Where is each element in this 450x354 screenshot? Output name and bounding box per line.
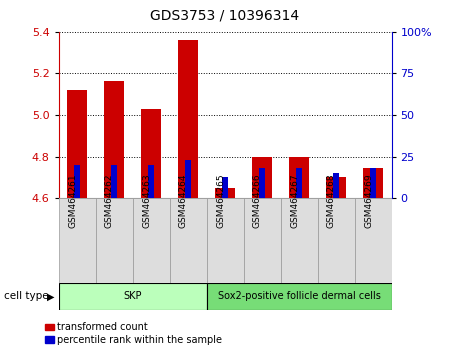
- Bar: [355, 198, 392, 283]
- Bar: [333, 173, 339, 198]
- Text: GSM464262: GSM464262: [105, 173, 114, 228]
- Text: cell type: cell type: [4, 291, 49, 302]
- Bar: [141, 109, 161, 198]
- Bar: [252, 156, 272, 198]
- Bar: [104, 81, 124, 198]
- Text: GSM464268: GSM464268: [327, 173, 336, 228]
- Bar: [259, 168, 265, 198]
- Bar: [207, 283, 392, 310]
- Text: GSM464266: GSM464266: [253, 173, 262, 228]
- Bar: [58, 283, 207, 310]
- Bar: [370, 168, 376, 198]
- Text: SKP: SKP: [123, 291, 142, 302]
- Bar: [318, 198, 355, 283]
- Bar: [185, 160, 191, 198]
- Bar: [95, 198, 132, 283]
- Bar: [280, 198, 318, 283]
- Text: GDS3753 / 10396314: GDS3753 / 10396314: [150, 9, 300, 23]
- Text: GSM464261: GSM464261: [68, 173, 77, 228]
- Bar: [148, 165, 154, 198]
- Bar: [289, 156, 309, 198]
- Text: GSM464267: GSM464267: [290, 173, 299, 228]
- Bar: [170, 198, 207, 283]
- Text: Sox2-positive follicle dermal cells: Sox2-positive follicle dermal cells: [217, 291, 380, 302]
- Legend: transformed count, percentile rank within the sample: transformed count, percentile rank withi…: [41, 319, 226, 349]
- Bar: [67, 90, 87, 198]
- Bar: [207, 198, 243, 283]
- Bar: [215, 188, 235, 198]
- Text: ▶: ▶: [47, 291, 55, 302]
- Text: GSM464263: GSM464263: [142, 173, 151, 228]
- Text: GSM464269: GSM464269: [364, 173, 373, 228]
- Bar: [74, 165, 80, 198]
- Bar: [243, 198, 280, 283]
- Bar: [326, 177, 346, 198]
- Text: GSM464264: GSM464264: [179, 173, 188, 228]
- Bar: [363, 168, 383, 198]
- Bar: [296, 168, 302, 198]
- Bar: [132, 198, 170, 283]
- Bar: [111, 165, 117, 198]
- Bar: [58, 198, 95, 283]
- Bar: [178, 40, 198, 198]
- Bar: [222, 177, 228, 198]
- Text: GSM464265: GSM464265: [216, 173, 225, 228]
